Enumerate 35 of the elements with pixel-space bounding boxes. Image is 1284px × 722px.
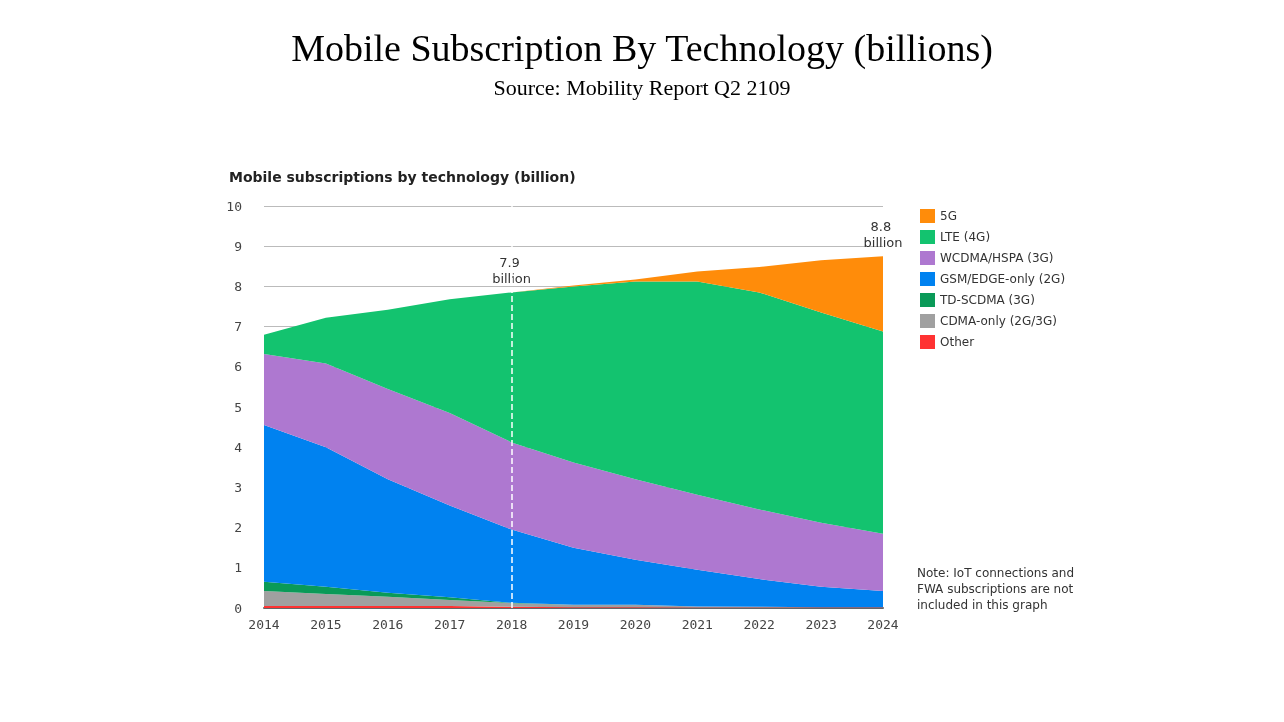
y-tick-label: 2 xyxy=(234,520,242,536)
legend-label: LTE (4G) xyxy=(940,230,991,244)
x-tick-label: 2015 xyxy=(310,617,342,632)
y-tick-label: 3 xyxy=(234,479,242,495)
legend-label: GSM/EDGE-only (2G) xyxy=(940,272,1066,286)
x-tick-label: 2023 xyxy=(805,617,837,632)
x-tick-label: 2020 xyxy=(619,617,652,632)
text: Note: IoT connections and FWA subscriptions are not included in this graph xyxy=(917,566,1078,612)
y-tick-label: 0 xyxy=(234,600,242,616)
chart-title: Mobile Subscription By Technology (billions) xyxy=(291,27,993,70)
x-tick-label: 2019 xyxy=(557,617,590,632)
x-tick-label: 2021 xyxy=(681,617,713,632)
y-tick-label: 5 xyxy=(234,399,242,415)
y-tick-label: 6 xyxy=(234,359,242,375)
source-note: Source: Mobility Report Q2 2109 xyxy=(493,74,791,100)
legend-label: CDMA-only (2G/3G) xyxy=(940,314,1057,328)
x-tick-label: 2018 xyxy=(495,617,528,632)
chart-subtitle: Mobile subscriptions by technology (billion) xyxy=(229,169,576,185)
y-tick-label: 9 xyxy=(234,238,242,254)
x-tick-label: 2016 xyxy=(372,617,404,632)
x-tick-label: 2022 xyxy=(743,617,775,632)
annotation: 8.8 billion xyxy=(863,218,903,250)
y-tick-label: 10 xyxy=(226,198,242,214)
y-tick-label: 7 xyxy=(234,319,242,335)
legend-label: Other xyxy=(940,335,975,349)
y-tick-label: 8 xyxy=(234,278,242,294)
legend-label: TD-SCDMA (3G) xyxy=(939,293,1035,307)
legend-label: WCDMA/HSPA (3G) xyxy=(940,251,1054,265)
annotation: 7.9 billion xyxy=(492,254,532,286)
x-tick-label: 2017 xyxy=(434,617,466,632)
x-tick-label: 2014 xyxy=(248,617,280,632)
legend-label: 5G xyxy=(940,209,957,223)
y-tick-label: 1 xyxy=(234,560,242,576)
x-tick-label: 2024 xyxy=(867,617,899,632)
y-tick-label: 4 xyxy=(234,439,243,455)
